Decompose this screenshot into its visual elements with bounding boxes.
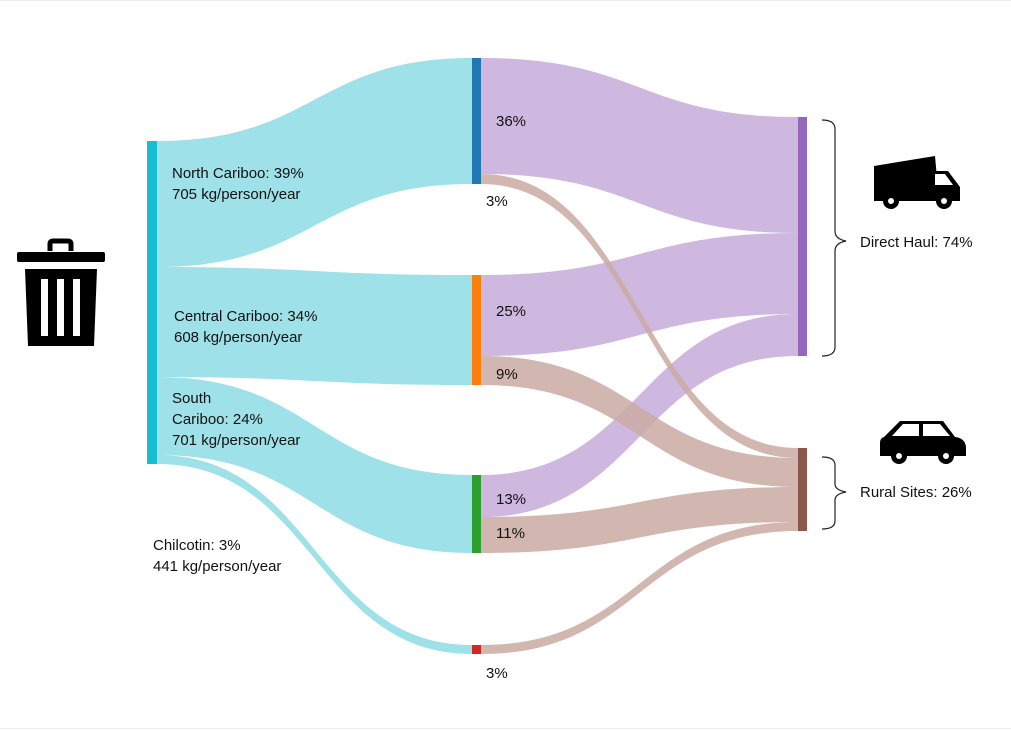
- car-icon: [880, 421, 966, 464]
- source-flows: [157, 58, 472, 654]
- south-cariboo-label-line1: South: [172, 390, 211, 407]
- node-direct-haul: [798, 117, 807, 356]
- chilcotin-label: Chilcotin: 3%: [153, 537, 241, 554]
- flow-label-north-direct: 36%: [496, 113, 526, 130]
- rural-sites-label: Rural Sites: 26%: [860, 484, 972, 501]
- south-cariboo-label-line2: Cariboo: 24%: [172, 411, 263, 428]
- flow-label-south-direct: 13%: [496, 491, 526, 508]
- flow-source-south: [157, 377, 472, 553]
- flow-label-chilcotin-rural: 3%: [486, 665, 508, 682]
- central-cariboo-rate: 608 kg/person/year: [174, 329, 302, 346]
- flow-label-south-rural: 11%: [496, 525, 525, 542]
- flow-label-central-rural: 9%: [496, 366, 518, 383]
- flow-source-north: [157, 58, 472, 267]
- flow-south-rural: [481, 487, 798, 553]
- chilcotin-rate: 441 kg/person/year: [153, 558, 281, 575]
- trash-can-icon: [17, 238, 105, 346]
- flow-label-north-rural: 3%: [486, 193, 508, 210]
- destination-flows: [481, 58, 798, 654]
- direct-haul-bracket: [821, 119, 847, 357]
- dump-truck-icon: [874, 156, 960, 209]
- south-cariboo-rate: 701 kg/person/year: [172, 432, 300, 449]
- rural-sites-bracket: [821, 456, 847, 530]
- central-cariboo-label: Central Cariboo: 34%: [174, 308, 317, 325]
- flow-central-rural: [481, 356, 798, 487]
- flow-north-direct: [481, 58, 798, 233]
- flow-north-rural: [481, 174, 798, 458]
- north-cariboo-label: North Cariboo: 39%: [172, 165, 304, 182]
- node-central-cariboo: [472, 275, 481, 385]
- node-north-cariboo: [472, 58, 481, 184]
- flow-source-central: [157, 267, 472, 385]
- node-chilcotin: [472, 645, 481, 654]
- flow-central-direct: [481, 233, 798, 356]
- north-cariboo-rate: 705 kg/person/year: [172, 186, 300, 203]
- flow-source-chilcotin: [157, 455, 472, 654]
- flow-chilcotin-rural: [481, 522, 798, 654]
- node-rural-sites: [798, 448, 807, 531]
- flow-label-central-direct: 25%: [496, 303, 526, 320]
- node-total-waste: [147, 141, 157, 464]
- node-south-cariboo: [472, 475, 481, 553]
- direct-haul-label: Direct Haul: 74%: [860, 234, 973, 251]
